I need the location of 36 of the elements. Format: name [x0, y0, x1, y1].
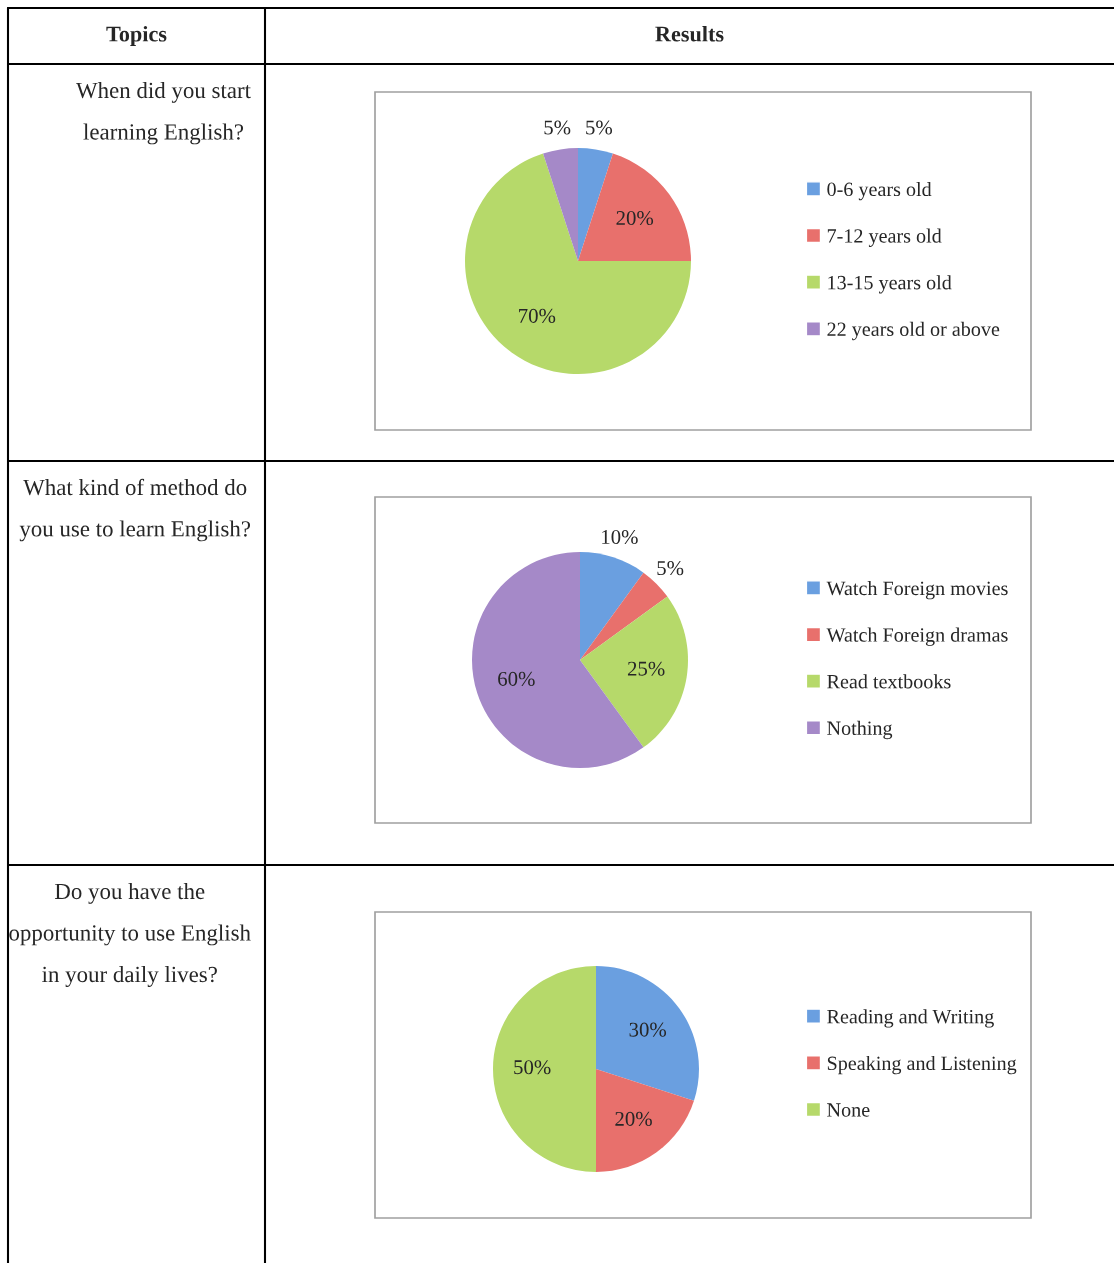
text: What kind of method do you use to learn English? — [19, 478, 251, 542]
legend-label: 22 years old or above — [827, 321, 1000, 341]
data-label: 30% — [629, 1022, 667, 1037]
pie-slice — [578, 153, 691, 261]
pie-slice — [493, 966, 596, 1172]
text: Do you have the opportunity to use English in your daily lives? — [9, 883, 251, 987]
legend-label: Read textbooks — [827, 674, 951, 689]
pie-slice — [580, 552, 644, 660]
data-label: 50% — [514, 1060, 551, 1075]
text: Topics — [106, 25, 167, 47]
pie-slice — [465, 153, 691, 374]
data-label: 5% — [657, 561, 684, 576]
legend-label: 0-6 years old — [827, 181, 932, 201]
pie-slice — [543, 148, 578, 261]
data-label: 20% — [616, 210, 654, 226]
text: When did you start learning English? — [76, 82, 251, 145]
pie-slice — [580, 596, 688, 748]
legend-label: Nothing — [827, 720, 893, 740]
legend-label: Reading and Writing — [827, 1009, 994, 1028]
data-label: 20% — [615, 1111, 652, 1126]
data-label: 70% — [519, 308, 556, 323]
data-label: 5% — [586, 120, 613, 135]
legend-label: Speaking and Listening — [827, 1055, 1017, 1075]
legend-label: 7-12 years old — [827, 228, 942, 247]
legend-label: Watch Foreign dramas — [826, 627, 1008, 646]
legend-label: None — [827, 1103, 870, 1117]
data-label: 60% — [498, 671, 535, 686]
legend-label: 13-15 years old — [828, 275, 952, 294]
pie-slice — [596, 1069, 694, 1172]
text: Results — [655, 25, 724, 42]
legend-label: Watch Foreign movies — [826, 580, 1008, 600]
data-label: 5% — [544, 120, 571, 135]
data-label: 25% — [627, 661, 665, 676]
data-label: 10% — [602, 529, 638, 545]
pie-slice — [578, 148, 613, 261]
pie-slice — [596, 966, 699, 1101]
